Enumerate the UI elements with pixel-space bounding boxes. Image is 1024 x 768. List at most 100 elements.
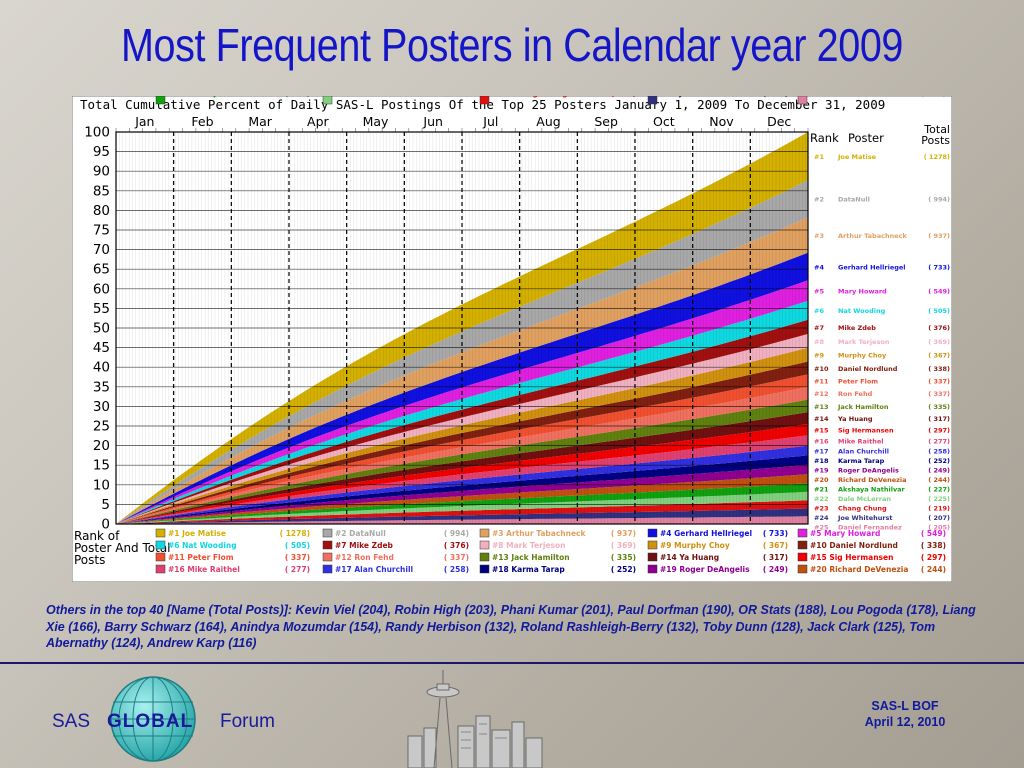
- legend-entry-10: #10 Daniel Nordlund ( 338): [797, 540, 946, 550]
- panel-entry-7: #7 Mike Zdeb ( 376): [814, 324, 950, 332]
- legend-swatch: [322, 564, 333, 574]
- month-label-oct: Oct: [653, 114, 675, 129]
- panel-total: ( 207): [928, 514, 950, 522]
- panel-header-poster: Poster: [848, 131, 884, 145]
- panel-name: Joe Matise: [837, 153, 877, 161]
- legend-label: #12 Ron Fehd: [335, 553, 394, 562]
- panel-name: Dale McLerran: [838, 495, 891, 503]
- legend-label: #23 Chang Chung: [492, 96, 567, 98]
- legend-swatch: [322, 528, 333, 538]
- series-area-10: [116, 361, 808, 524]
- month-label-sep: Sep: [594, 114, 618, 129]
- legend-swatch: [479, 564, 490, 574]
- panel-rank: #18: [814, 457, 829, 465]
- legend-title-line2: Poster And Total: [74, 541, 171, 555]
- panel-name: Ya Huang: [837, 415, 873, 423]
- panel-entry-3: #3 Arthur Tabachneck ( 937): [814, 232, 950, 240]
- legend-entry-24: #24 Joe Whitehurst ( 207): [647, 96, 788, 105]
- panel-entry-8: #8 Mark Terjeson ( 369): [814, 338, 950, 346]
- legend-label: #16 Mike Raithel: [168, 565, 240, 574]
- legend-entry-25: #25 Daniel Fernandez ( 205): [797, 96, 946, 105]
- globe-logo-icon: [110, 676, 196, 762]
- panel-rank: #8: [814, 338, 824, 346]
- panel-rank: #19: [814, 467, 829, 475]
- panel-entry-10: #10 Daniel Nordlund ( 338): [814, 365, 950, 373]
- month-label-may: May: [363, 114, 389, 129]
- panel-name: Arthur Tabachneck: [838, 232, 907, 240]
- legend-label: #19 Roger DeAngelis: [660, 565, 750, 574]
- footer-event-date: April 12, 2010: [864, 715, 946, 729]
- others-top40-note: Others in the top 40 [Name (Total Posts)…: [46, 603, 976, 650]
- legend-title-line3: Posts: [74, 553, 105, 567]
- legend-label: #24 Joe Whitehurst: [660, 96, 743, 98]
- legend-total: ( 994): [444, 529, 469, 538]
- footer-event: SAS-L BOF April 12, 2010: [840, 698, 970, 730]
- panel-rank: #4: [814, 263, 824, 271]
- panel-total: ( 335): [928, 403, 950, 411]
- panel-entry-17: #17 Alan Churchill ( 258): [814, 447, 950, 455]
- legend-total: ( 205): [921, 96, 946, 98]
- panel-entry-14: #14 Ya Huang ( 317): [814, 415, 950, 423]
- legend-label: #6 Nat Wooding: [168, 541, 237, 550]
- panel-total: ( 317): [928, 415, 950, 423]
- panel-entry-25: #25 Daniel Fernandez ( 205): [814, 524, 950, 532]
- legend-total: ( 297): [921, 553, 946, 562]
- legend-total: ( 1278): [280, 529, 310, 538]
- panel-rank: #14: [814, 415, 829, 423]
- legend-total: ( 225): [444, 96, 469, 98]
- week-markers: [115, 128, 809, 132]
- seattle-skyline-icon: [407, 670, 543, 768]
- legend-total: ( 549): [921, 529, 946, 538]
- legend-label: #25 Daniel Fernandez: [810, 96, 903, 98]
- panel-rank: #21: [814, 486, 829, 494]
- legend-swatch: [479, 528, 490, 538]
- panel-total: ( 225): [928, 495, 950, 503]
- series-area-5: [116, 280, 808, 524]
- panel-rank: #3: [814, 232, 824, 240]
- panel-entry-18: #18 Karma Tarap ( 252): [814, 457, 950, 465]
- series-area-11: [116, 374, 808, 524]
- legend-entry-23: #23 Chang Chung ( 219): [479, 96, 636, 105]
- panel-name: Mark Terjeson: [838, 338, 890, 346]
- legend-swatch: [647, 528, 658, 538]
- legend-entry-16: #16 Mike Raithel ( 277): [155, 564, 310, 574]
- legend-swatch: [479, 552, 490, 562]
- panel-rank: #22: [814, 495, 829, 503]
- legend-total: ( 369): [611, 541, 636, 550]
- legend-entry-15: #15 Sig Hermansen ( 297): [797, 552, 946, 562]
- ytick-label-65: 65: [93, 262, 110, 278]
- panel-total: ( 733): [928, 263, 950, 271]
- ytick-label-15: 15: [93, 458, 110, 474]
- ytick-label-45: 45: [93, 340, 110, 356]
- panel-name: Mary Howard: [838, 287, 887, 295]
- legend-total: ( 335): [611, 553, 636, 562]
- series-area-19: [116, 464, 808, 524]
- footer-sas-text: SAS: [52, 711, 91, 732]
- panel-entry-4: #4 Gerhard Hellriegel ( 733): [814, 263, 950, 271]
- legend-total: ( 367): [763, 541, 788, 550]
- panel-name: Ron Fehd: [838, 390, 873, 398]
- ytick-label-50: 50: [93, 321, 110, 337]
- legend-total: ( 337): [444, 553, 469, 562]
- legend-entry-18: #18 Karma Tarap ( 252): [479, 564, 636, 574]
- footer-global-text: GLOBAL: [107, 711, 194, 732]
- ytick-label-30: 30: [93, 399, 110, 415]
- legend-total: ( 219): [611, 96, 636, 98]
- legend-total: ( 317): [763, 553, 788, 562]
- panel-total: ( 277): [928, 437, 950, 445]
- ytick-label-75: 75: [93, 223, 110, 239]
- panel-total: ( 1278): [924, 153, 950, 161]
- panel-rank: #12: [814, 390, 829, 398]
- panel-entry-19: #19 Roger DeAngelis ( 249): [814, 467, 950, 475]
- ytick-label-85: 85: [93, 183, 110, 199]
- legend-swatch: [647, 552, 658, 562]
- legend-label: #4 Gerhard Hellriegel: [660, 529, 752, 538]
- ytick-label-40: 40: [93, 360, 110, 376]
- panel-total: ( 297): [928, 427, 950, 435]
- panel-rank: #1: [814, 153, 824, 161]
- panel-entry-13: #13 Jack Hamilton ( 335): [814, 403, 950, 411]
- month-label-apr: Apr: [307, 114, 329, 129]
- legend-swatch: [647, 96, 658, 105]
- legend-total: ( 937): [611, 529, 636, 538]
- slide-title: Most Frequent Posters in Calendar year 2…: [121, 19, 903, 71]
